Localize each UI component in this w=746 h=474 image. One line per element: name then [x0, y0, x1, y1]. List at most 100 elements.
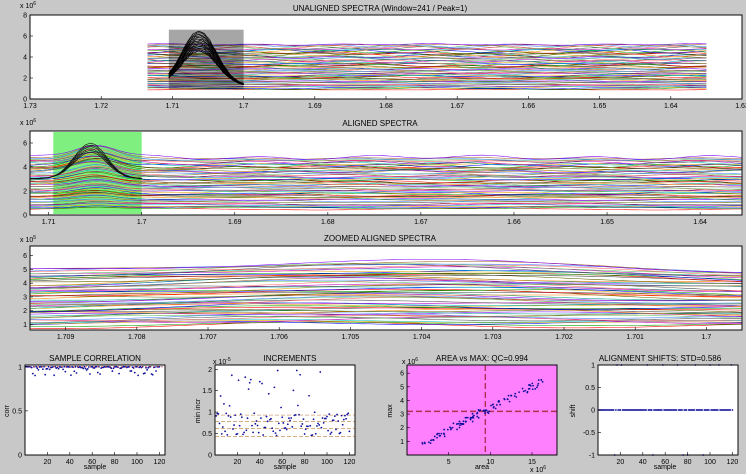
zoomed-spectrum-54	[29, 263, 743, 277]
area-max-point	[456, 428, 458, 431]
increments-point	[341, 423, 344, 426]
correlation-point	[96, 371, 99, 374]
increments-point	[253, 412, 256, 415]
area-max-point	[484, 412, 486, 414]
area-max-point	[476, 411, 479, 414]
area-max-point	[537, 379, 540, 381]
area-max-point	[471, 412, 474, 415]
area-max-point	[477, 409, 480, 411]
aligned-spectrum-34	[29, 171, 742, 181]
unaligned-spectrum-38	[147, 59, 707, 62]
aligned-spectrum-4	[29, 202, 742, 207]
unaligned-spectrum-34	[147, 62, 707, 65]
aligned-spectrum-8	[30, 198, 742, 203]
area-max-point	[479, 409, 482, 412]
zoomed-y-exponent: x 105	[20, 235, 36, 244]
correlation-point	[93, 367, 96, 369]
zoomed-ytick-label-4: 5	[23, 267, 27, 274]
unaligned-spectrum-3	[147, 85, 707, 89]
zoomed-ytick-label-3: 4	[23, 281, 27, 288]
increments-point	[238, 424, 241, 427]
increments-point	[324, 417, 327, 420]
unaligned-xtick-label-2: 1.71	[166, 103, 180, 110]
increments-point	[236, 433, 239, 435]
alignment-shifts-plot: 20 40 60 80 100 120 -1 -0.5 0 0.5 1	[583, 363, 739, 466]
correlation-xtick-label-2: 60	[88, 459, 96, 466]
area-max-point	[522, 390, 525, 393]
aligned-spectrum-24	[29, 181, 743, 190]
area-max-point	[462, 422, 465, 425]
shifts-ytick-label-2: 0	[591, 408, 595, 415]
unaligned-spectrum-58	[147, 43, 707, 47]
increments-point	[288, 417, 290, 420]
aligned-xtick-label-6: 1.65	[600, 219, 614, 226]
shifts-ytick-label-4: 1	[591, 363, 595, 370]
area-max-frame	[406, 364, 558, 456]
aligned-spectrum-6	[30, 201, 742, 206]
increments-point	[314, 432, 317, 435]
area-max-point	[507, 394, 510, 397]
increments-ytick-label-1: 0.5	[202, 431, 212, 438]
area-max-point	[499, 403, 502, 406]
zoomed-spectrum-47	[29, 275, 743, 282]
zoomed-spectrum-23	[29, 297, 743, 307]
area-vs-max-plot: 5 10 15 1 2 3 4 5 6	[400, 364, 558, 466]
area-max-point	[536, 384, 539, 387]
correlation-point	[48, 368, 51, 371]
aligned-spectrum-19	[29, 188, 743, 194]
correlation-point	[111, 370, 114, 372]
unaligned-xtick-label-4: 1.69	[308, 103, 322, 110]
increments-point	[317, 422, 319, 425]
zoomed-spectrum-16	[29, 306, 743, 312]
correlation-point	[83, 365, 86, 368]
area-max-point	[466, 416, 469, 419]
area-max-point	[494, 407, 497, 410]
unaligned-spectrum-24	[147, 70, 707, 72]
zoomed-spectrum-49	[29, 273, 743, 280]
increments-point	[335, 428, 337, 431]
zoomed-spectrum-3	[29, 320, 743, 325]
area-max-point	[433, 435, 436, 438]
area-max-point	[518, 391, 520, 394]
unaligned-xtick-label-3: 1.7	[239, 103, 249, 110]
aligned-ytick-label-2: 4	[23, 165, 27, 172]
increments-point	[299, 373, 302, 376]
correlation-point	[31, 372, 34, 375]
zoomed-xtick-label-0: 1.709	[57, 334, 75, 341]
aligned-spectrum-1	[29, 206, 742, 209]
area-max-point	[537, 382, 540, 385]
zoomed-spectrum-29	[29, 293, 743, 300]
increments-point	[304, 428, 307, 431]
increments-point	[322, 421, 325, 424]
area-max-point	[446, 428, 449, 431]
correlation-xtick-label-1: 40	[66, 459, 74, 466]
increments-point	[303, 433, 306, 435]
zoomed-xtick-label-3: 1.706	[270, 334, 288, 341]
zoomed-spectrum-56	[29, 262, 742, 274]
unaligned-spectrum-17	[147, 75, 707, 78]
shifts-xtick-label-5: 120	[727, 459, 739, 466]
increments-point	[295, 369, 298, 372]
unaligned-peak-curve-10	[168, 35, 244, 85]
increments-point	[291, 425, 294, 428]
unaligned-spectrum-5	[147, 84, 707, 87]
area-max-point	[464, 420, 467, 423]
correlation-point	[147, 366, 150, 369]
shifts-ylabel: shift	[570, 405, 577, 418]
increments-point	[228, 404, 231, 407]
increments-xtick-label-2: 60	[278, 459, 286, 466]
aligned-spectra-plot: 1.71 1.7 1.69 1.68 1.67 1.66 1.65 1.64 0 2 4 6	[23, 130, 743, 226]
increments-point	[301, 423, 304, 425]
increments-point	[230, 374, 233, 377]
area-max-point	[443, 428, 446, 431]
shifts-ytick-label-3: 0.5	[585, 385, 595, 392]
increments-point	[237, 379, 240, 382]
area-max-point	[536, 386, 538, 389]
unaligned-spectrum-52	[147, 48, 707, 51]
zoomed-spectrum-20	[29, 302, 743, 309]
shifts-title: ALIGNMENT SHIFTS: STD=0.586	[599, 354, 722, 363]
area-max-point	[531, 382, 534, 385]
increments-xtick-label-1: 40	[256, 459, 264, 466]
increments-point	[217, 412, 220, 415]
